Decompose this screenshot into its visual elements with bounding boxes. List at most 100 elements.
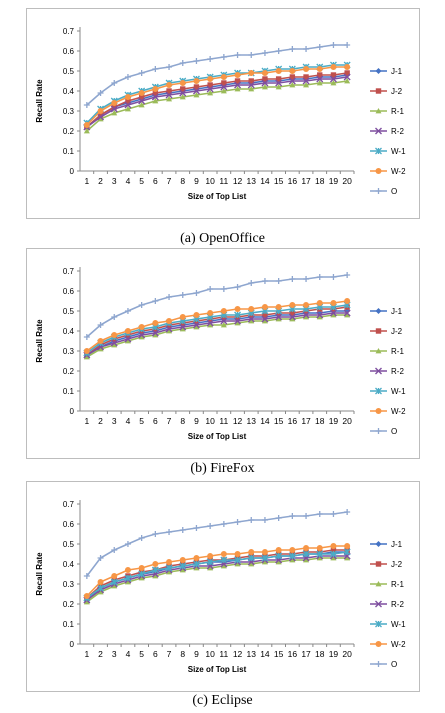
legend-label: J-2 [391, 87, 403, 96]
data-point [166, 64, 173, 70]
legend-marker [375, 308, 382, 314]
data-point [316, 550, 324, 558]
data-point [344, 312, 351, 318]
legend-item: J-1 [370, 540, 403, 549]
legend-item: W-1 [370, 620, 406, 629]
legend-label: W-2 [391, 407, 406, 416]
data-point [289, 316, 296, 322]
data-point [152, 98, 159, 104]
data-point [261, 50, 268, 56]
data-point [165, 91, 173, 99]
x-tick-label: 4 [126, 649, 131, 659]
x-tick-label: 13 [247, 416, 257, 426]
data-point [152, 332, 159, 338]
data-point [303, 545, 310, 551]
data-point [207, 286, 214, 292]
data-point [220, 551, 227, 557]
data-point [330, 300, 337, 306]
y-tick-label: 0.6 [63, 47, 75, 56]
series-line [86, 76, 348, 128]
x-tick-label: 17 [301, 416, 311, 426]
data-point [207, 565, 214, 571]
legend-marker [375, 620, 382, 628]
legend-marker [375, 428, 382, 434]
data-point [248, 549, 255, 555]
legend-item: O [370, 187, 397, 196]
data-point [248, 318, 255, 324]
data-point [207, 76, 214, 82]
data-point [221, 80, 227, 86]
data-point [207, 90, 214, 96]
legend-label: R-2 [391, 127, 404, 136]
y-tick-label: 0.1 [63, 387, 75, 396]
series-w-1 [83, 548, 351, 602]
series-line [86, 551, 348, 599]
x-tick-label: 9 [194, 176, 199, 186]
x-tick-label: 14 [260, 176, 270, 186]
data-point [275, 515, 282, 521]
data-point [193, 555, 200, 561]
data-point [303, 46, 310, 52]
legend-item: W-2 [370, 167, 406, 176]
data-point [289, 46, 296, 52]
data-point [289, 547, 296, 553]
series-r-2 [83, 309, 351, 359]
legend-label: J-1 [391, 540, 403, 549]
data-point [303, 82, 310, 88]
data-point [124, 338, 131, 344]
data-point [166, 88, 172, 94]
data-point [234, 317, 242, 325]
legend-marker [375, 600, 382, 608]
legend-item: J-1 [370, 307, 403, 316]
data-point [261, 304, 268, 310]
data-point [193, 58, 200, 64]
data-point [275, 48, 282, 54]
chart-panel-openoffice: 0 0.1 0.2 0.3 0.4 0.5 0.6 0.7 1 2 3 4 5 6 7 8 9 10 11 12 13 1… [26, 8, 420, 219]
series-line [86, 64, 348, 124]
data-point [180, 86, 186, 92]
data-point [192, 87, 200, 95]
x-tick-label: 10 [205, 176, 215, 186]
data-point [193, 324, 200, 330]
data-point [234, 311, 242, 319]
legend-item: W-2 [370, 407, 406, 416]
legend-item: O [370, 427, 397, 436]
x-tick-label: 16 [288, 176, 298, 186]
data-point [303, 74, 309, 80]
x-tick-label: 3 [112, 649, 117, 659]
data-point [275, 547, 282, 553]
x-tick-label: 17 [301, 649, 311, 659]
data-point [330, 72, 337, 78]
y-tick-label: 0.2 [63, 367, 75, 376]
data-point [152, 86, 159, 92]
data-point [303, 66, 310, 72]
data-point [97, 90, 104, 96]
data-point [344, 42, 351, 48]
data-point [289, 302, 296, 308]
data-point [275, 313, 283, 321]
legend-item: R-1 [370, 347, 404, 356]
data-point [248, 86, 255, 92]
x-tick-label: 11 [219, 176, 228, 186]
data-point [110, 578, 118, 586]
x-tick-label: 6 [153, 649, 158, 659]
x-tick-label: 8 [180, 649, 185, 659]
data-point [220, 88, 227, 94]
data-point [151, 93, 159, 101]
y-tick-label: 0 [70, 407, 75, 416]
caption-firefox: (b) FireFox [190, 461, 255, 476]
data-point [234, 519, 241, 525]
data-point [179, 326, 186, 332]
data-point [316, 555, 323, 561]
data-point [83, 102, 90, 108]
data-point [97, 584, 105, 592]
chart-panel-eclipse: 0 0.1 0.2 0.3 0.4 0.5 0.6 0.7 1 2 3 4 5 6 7 8 9 10 11 12 13 1… [26, 481, 420, 692]
legend-label: R-1 [391, 107, 404, 116]
y-tick-label: 0.4 [63, 87, 75, 96]
data-point [124, 101, 132, 109]
data-point [316, 80, 323, 86]
data-point [193, 565, 200, 571]
data-point [234, 52, 241, 58]
data-point [248, 306, 255, 312]
data-point [220, 286, 227, 292]
